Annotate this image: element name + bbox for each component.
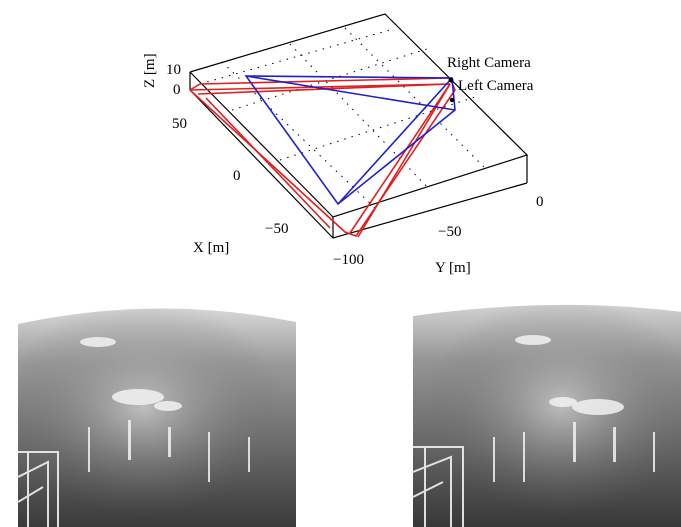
x-axis-label: X [m] <box>193 240 229 256</box>
x-tick-0: 0 <box>233 168 241 184</box>
y-tick-minus-50: −50 <box>438 224 461 240</box>
x-tick-minus-50: −50 <box>265 221 288 237</box>
right-camera-frustum <box>244 75 456 206</box>
z-tick-0: 0 <box>173 82 181 98</box>
lander-structure <box>18 451 59 527</box>
box-bottom-edges <box>189 89 528 239</box>
right-camera-center <box>448 77 454 83</box>
left-camera-center <box>449 97 455 103</box>
z-axis-label: Z [m] <box>142 53 158 88</box>
lander-structure <box>413 446 464 527</box>
z-tick-10: 10 <box>166 62 181 78</box>
left-camera-label: Left Camera <box>458 78 534 94</box>
left-camera-image <box>18 302 296 527</box>
y-axis-label: Y [m] <box>435 260 471 276</box>
y-tick-0: 0 <box>536 194 544 210</box>
right-camera-image <box>413 302 681 527</box>
grid-lines <box>199 27 486 209</box>
right-camera-label: Right Camera <box>447 55 531 71</box>
y-tick-minus-100: −100 <box>333 252 364 268</box>
left-camera-frustum <box>189 77 456 238</box>
3d-camera-frustum-plot: Right Camera Left Camera Z [m] 10 0 50 0… <box>142 13 544 276</box>
x-tick-50: 50 <box>172 116 187 132</box>
